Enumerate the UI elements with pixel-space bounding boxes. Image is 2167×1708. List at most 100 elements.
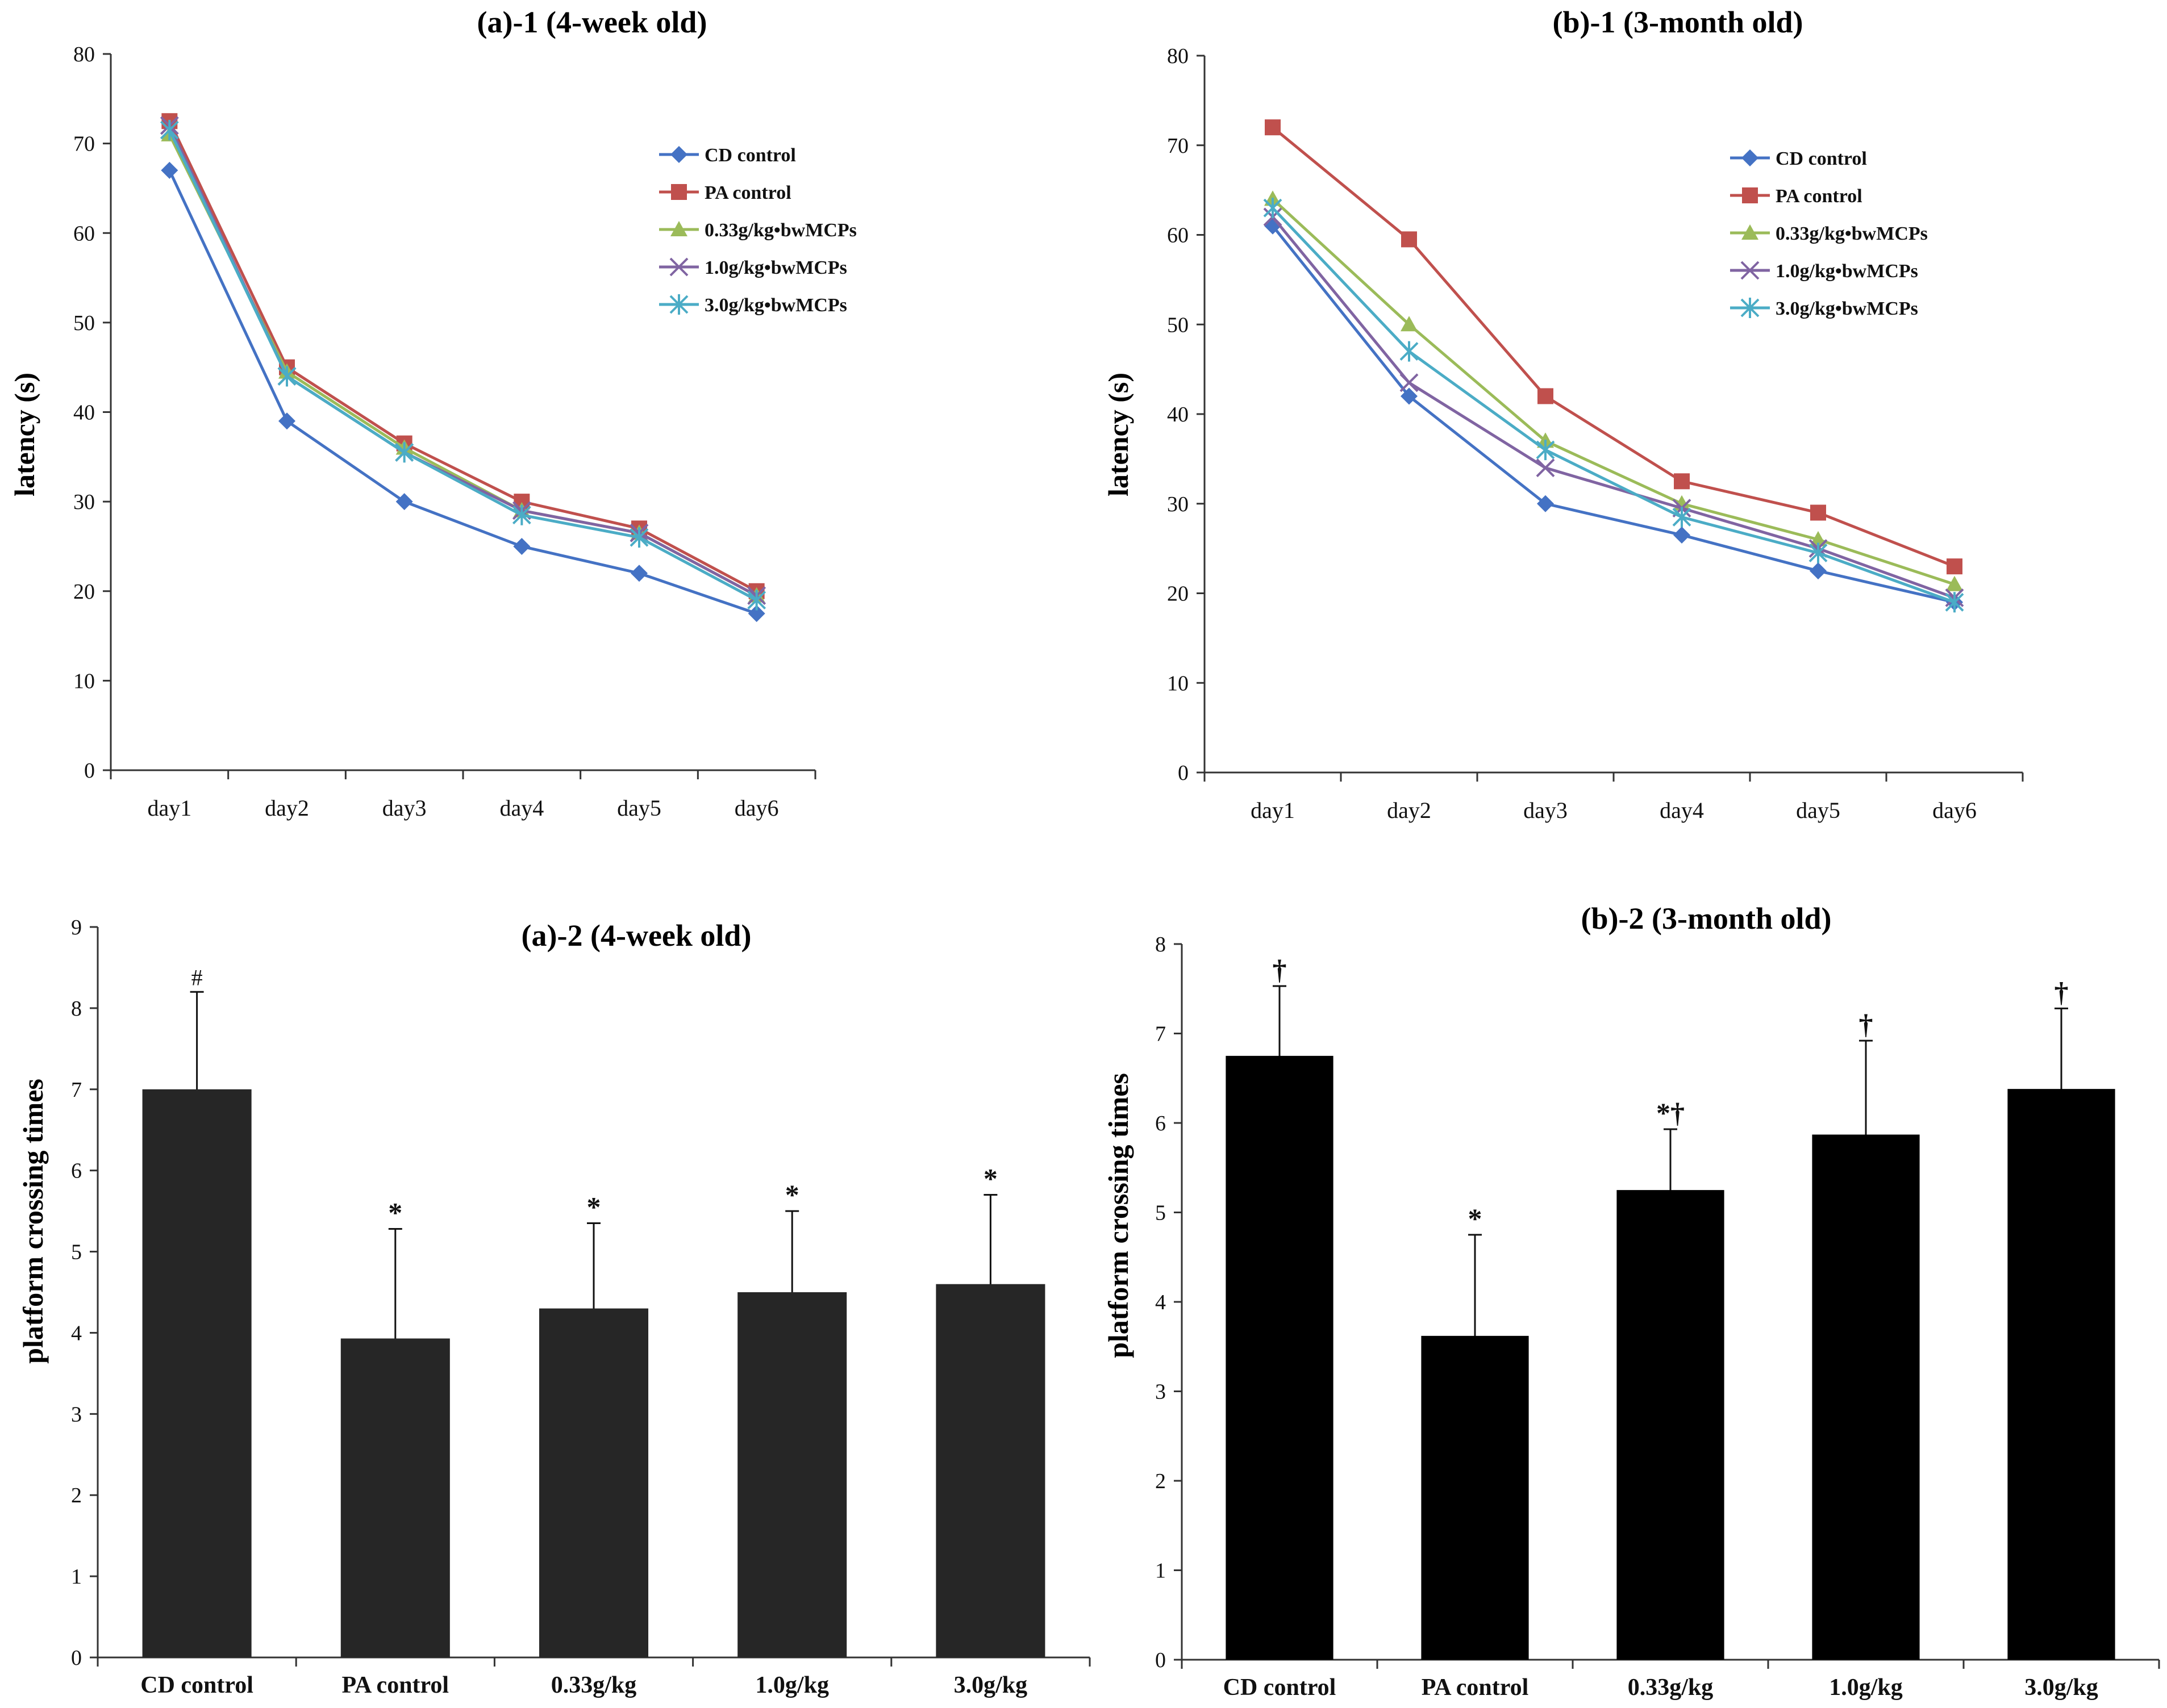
chart-b1-data-point: [1537, 388, 1553, 404]
chart-a1-series-line-3: [168, 133, 757, 597]
chart-b1-legend-marker: [1740, 298, 1760, 318]
chart-b1-ytick-label: 30: [1167, 492, 1189, 516]
chart-b2-xtick-label: CD control: [1223, 1674, 1336, 1701]
chart-b1-ytick-label: 40: [1167, 403, 1189, 427]
chart-b2-xtick-label: 0.33g/kg: [1628, 1674, 1714, 1701]
chart-a1-xtick-label: day4: [499, 795, 544, 821]
chart-b1-data-point: [1672, 507, 1691, 528]
chart-a2-bar: [340, 1338, 450, 1657]
chart-b1-data-point: [1401, 231, 1417, 248]
chart-a1-xticks: day1 day2 day3 day4 day5 day6: [110, 770, 816, 821]
chart-a1-data-point: [395, 493, 413, 511]
chart-b1-title: (b)-1 (3-month old): [1553, 5, 1803, 39]
chart-b1-data-point: [1810, 562, 1827, 580]
chart-b1-data-point: [1808, 542, 1828, 563]
chart-a1-ytick-label: 10: [73, 669, 95, 693]
chart-b1-xtick-label: day3: [1523, 797, 1568, 823]
chart-a2-title: (a)-2 (4-week old): [522, 918, 752, 953]
chart-a1-data-point: [630, 527, 649, 548]
chart-b1-legend-marker: [1741, 224, 1758, 240]
chart-a2-plot: # * * * *: [97, 927, 1090, 1659]
chart-b2-significance-label: †: [2055, 976, 2069, 1008]
chart-b1-ytick-label: 50: [1167, 313, 1189, 337]
chart-a1-legend: CD control PA control 0.33g/kg•bwMCPs 1.0g/…: [659, 145, 857, 316]
chart-a2-xtick-label: PA control: [342, 1672, 449, 1698]
chart-a1-legend-label: 1.0g/kg•bwMCPs: [705, 257, 847, 278]
chart-b1-legend-marker: [1740, 261, 1760, 280]
panel-b1: (b)-1 (3-month old) latency (s) 0 10 20 30 4…: [1102, 5, 2024, 823]
chart-b1-legend: CD control PA control 0.33g/kg•bwMCPs 1.0g/…: [1730, 148, 1928, 319]
chart-a1-legend-marker: [669, 257, 689, 277]
chart-b2-xtick-label: 1.0g/kg: [1829, 1674, 1903, 1701]
chart-b1-series-line-2: [1272, 126, 1955, 568]
chart-b2-title: (b)-2 (3-month old): [1581, 901, 1832, 936]
chart-b2-ylabel: platform crossing times: [1102, 1073, 1134, 1358]
chart-a2-bar: [737, 1292, 847, 1657]
chart-b1-data-point: [1536, 458, 1555, 478]
chart-b1-legend-label: PA control: [1776, 186, 1862, 207]
chart-a2-bar: [936, 1284, 1045, 1657]
chart-b2-bar: [2007, 1089, 2115, 1660]
chart-a1-ytick-label: 20: [73, 580, 95, 604]
chart-b1-legend-marker: [1742, 187, 1758, 203]
chart-a1-data-point: [160, 119, 179, 140]
chart-b1-ytick-label: 60: [1167, 224, 1189, 248]
chart-b1-ytick-label: 70: [1167, 134, 1189, 158]
chart-a2-ytick-label: 6: [71, 1159, 82, 1183]
chart-b1-data-point: [1810, 504, 1826, 521]
chart-b2-ytick-label: 0: [1155, 1648, 1166, 1672]
chart-b2-ytick-label: 5: [1155, 1201, 1166, 1225]
chart-b1-data-point: [1401, 316, 1418, 332]
chart-b2-bar: [1812, 1134, 1920, 1660]
chart-a1-legend-marker: [669, 294, 689, 315]
chart-b2-xticks: CD control PA control 0.33g/kg 1.0g/kg 3.0g/…: [1181, 1660, 2160, 1701]
chart-a2-ytick-label: 4: [71, 1321, 82, 1345]
chart-a1-xtick-label: day1: [147, 795, 191, 821]
chart-a1-legend-marker: [670, 221, 687, 236]
chart-b1-legend-label: 0.33g/kg•bwMCPs: [1776, 223, 1928, 244]
chart-b2-bar: [1421, 1335, 1529, 1660]
chart-a2-xtick-label: 0.33g/kg: [551, 1672, 637, 1698]
chart-b1-series-line-3: [1272, 198, 1955, 586]
chart-a2-xtick-label: 1.0g/kg: [755, 1672, 829, 1698]
chart-b2-ytick-label: 7: [1155, 1022, 1166, 1046]
chart-a2-xtick-label: CD control: [140, 1672, 253, 1698]
chart-b1-xtick-label: day5: [1796, 797, 1840, 823]
chart-a1-data-point: [513, 537, 531, 555]
panel-b2: (b)-2 (3-month old) platform crossing ti…: [1102, 901, 2160, 1701]
chart-b1-ytick-label: 0: [1178, 761, 1189, 785]
chart-b1-xticks: day1 day2 day3 day4 day5 day6: [1203, 772, 2024, 823]
chart-b2-ytick-label: 4: [1155, 1291, 1166, 1314]
chart-b1-plot: [1203, 56, 2023, 774]
chart-a1-data-point: [631, 565, 648, 582]
chart-a1-xtick-label: day6: [735, 795, 779, 821]
chart-a1-legend-label: 3.0g/kg•bwMCPs: [705, 295, 847, 316]
chart-a1-series-line-5: [168, 129, 757, 602]
chart-b2-significance-label: †: [1859, 1008, 1873, 1040]
chart-a2-ytick-label: 2: [71, 1484, 82, 1507]
chart-a1-ytick-label: 70: [73, 132, 95, 156]
chart-a2-ytick-label: 0: [71, 1646, 82, 1670]
chart-a2-ytick-label: 5: [71, 1241, 82, 1264]
chart-a1-plot: [110, 54, 815, 771]
chart-b1-data-point: [1810, 531, 1827, 546]
chart-a1-data-point: [748, 605, 765, 623]
chart-b1-data-point: [1674, 473, 1690, 490]
chart-b1-xtick-label: day4: [1660, 797, 1704, 823]
chart-b2-ytick-label: 8: [1155, 933, 1166, 957]
chart-b1-data-point: [1946, 575, 1963, 591]
chart-b2-ytick-label: 2: [1155, 1469, 1166, 1493]
chart-a2-bar: [142, 1089, 252, 1657]
chart-b1-legend-marker: [1741, 149, 1758, 166]
chart-b1-legend-label: CD control: [1776, 148, 1867, 169]
chart-b2-bar: [1226, 1055, 1333, 1660]
chart-a2-significance-label: #: [191, 964, 203, 990]
chart-a1-legend-marker: [670, 146, 687, 163]
chart-b2-significance-label: †: [1273, 954, 1287, 985]
chart-b1-data-point: [1263, 198, 1282, 219]
chart-a1-series-line-2: [168, 120, 757, 592]
chart-b2-xtick-label: PA control: [1422, 1674, 1529, 1701]
chart-b1-data-point: [1399, 341, 1419, 362]
chart-a1-ytick-label: 50: [73, 311, 95, 335]
chart-a1-ytick-label: 40: [73, 401, 95, 425]
